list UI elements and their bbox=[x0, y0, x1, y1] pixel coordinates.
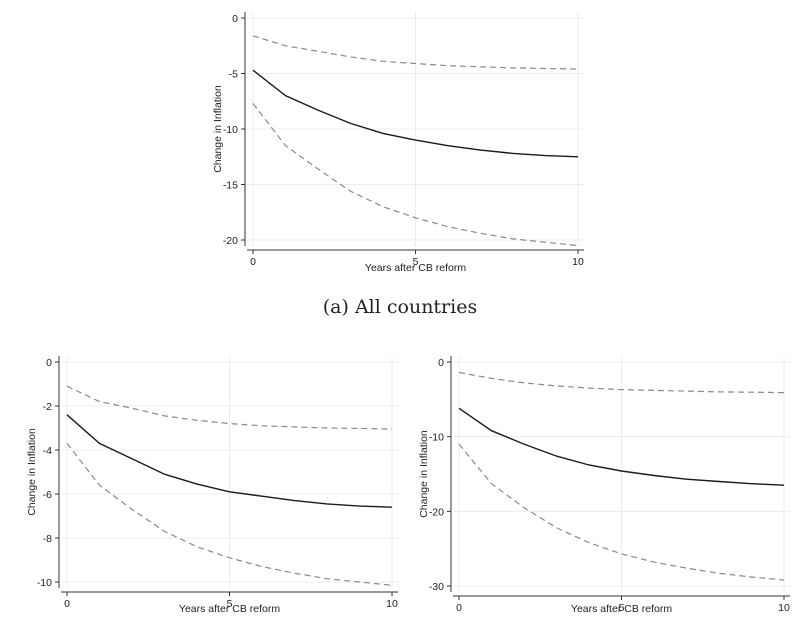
panel-c-ytick-label-2: -20 bbox=[429, 506, 444, 518]
caption-a: (a) All countries bbox=[322, 296, 478, 318]
panel-a-ytick-label-3: -15 bbox=[223, 180, 238, 192]
panel-a-xtick-label-1: 5 bbox=[413, 256, 419, 268]
panel-a-xtick-label-2: 10 bbox=[572, 256, 584, 268]
panel-b-ytick-label-0: 0 bbox=[46, 357, 52, 369]
panel-b-series-estimate bbox=[66, 414, 393, 508]
panel-a-series-lower bbox=[252, 103, 579, 247]
panel-b-ytick-label-2: -4 bbox=[43, 445, 52, 457]
panel-a-series-upper bbox=[252, 35, 579, 70]
panel-a-ytick-label-2: -10 bbox=[223, 124, 238, 136]
panel-c-ytick-label-0: 0 bbox=[438, 357, 444, 369]
panel-c-series-upper bbox=[458, 371, 785, 394]
panel-a-series-estimate bbox=[252, 69, 579, 158]
panel-b-xtick-label-1: 5 bbox=[227, 598, 233, 610]
panel-b-ytick-label-3: -6 bbox=[43, 489, 52, 501]
panel-c-series-lower bbox=[458, 443, 785, 581]
panel-a-x-axis-label: Years after CB reform bbox=[365, 262, 466, 274]
panel-b-ytick-label-4: -8 bbox=[43, 533, 52, 545]
panel-a-ytick-label-1: -5 bbox=[229, 69, 238, 81]
panel-a-y-axis-label: Change in Inflation bbox=[212, 85, 224, 173]
panel-c-x-axis-label: Years after CB reform bbox=[571, 603, 672, 615]
panel-a-ytick-label-0: 0 bbox=[232, 13, 238, 25]
panel-b-series-lower bbox=[66, 443, 393, 586]
panel-a-ytick-label-4: -20 bbox=[223, 235, 238, 247]
panel-b-xtick-label-2: 10 bbox=[386, 598, 398, 610]
panel-c-ytick-label-1: -10 bbox=[429, 432, 444, 444]
panel-b-y-axis-label: Change in Inflation bbox=[26, 428, 38, 516]
panel-c-series-estimate bbox=[458, 407, 785, 486]
panel-c-xtick-label-0: 0 bbox=[456, 602, 462, 614]
panel-a-xtick-label-0: 0 bbox=[250, 256, 256, 268]
panel-c-ytick-label-3: -30 bbox=[429, 581, 444, 593]
panel-c-y-axis-label: Change in Inflation bbox=[418, 430, 430, 518]
panel-b-ytick-label-5: -10 bbox=[37, 577, 52, 589]
panel-c-xtick-label-2: 10 bbox=[778, 602, 790, 614]
panel-c-xtick-label-1: 5 bbox=[619, 602, 625, 614]
panel-b-ytick-label-1: -2 bbox=[43, 401, 52, 413]
panel-b-xtick-label-0: 0 bbox=[64, 598, 70, 610]
panel-b-x-axis-label: Years after CB reform bbox=[179, 603, 280, 615]
